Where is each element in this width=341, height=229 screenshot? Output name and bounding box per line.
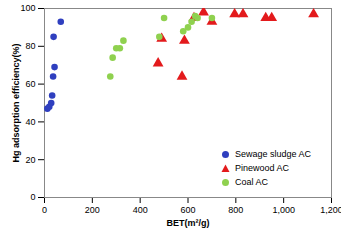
svg-text:1,000: 1,000: [272, 205, 295, 215]
svg-text:Hg adsorption efficiency(%): Hg adsorption efficiency(%): [11, 43, 21, 162]
svg-text:1,200: 1,200: [320, 205, 341, 215]
svg-text:0: 0: [30, 192, 35, 202]
svg-text:800: 800: [228, 205, 243, 215]
svg-text:60: 60: [25, 79, 35, 89]
svg-text:0: 0: [42, 205, 47, 215]
svg-text:BET(m²/g): BET(m²/g): [167, 218, 210, 228]
svg-text:600: 600: [180, 205, 195, 215]
svg-text:40: 40: [25, 117, 35, 127]
html-text:Coal AC: Coal AC: [234, 177, 268, 187]
html-text:Pinewood AC: Pinewood AC: [234, 163, 289, 173]
svg-text:100: 100: [20, 3, 35, 13]
svg-text:80: 80: [25, 41, 35, 51]
svg-text:200: 200: [85, 205, 100, 215]
svg-text:400: 400: [133, 205, 148, 215]
html-text:Sewage sludge AC: Sewage sludge AC: [234, 149, 311, 159]
svg-text:20: 20: [25, 155, 35, 165]
